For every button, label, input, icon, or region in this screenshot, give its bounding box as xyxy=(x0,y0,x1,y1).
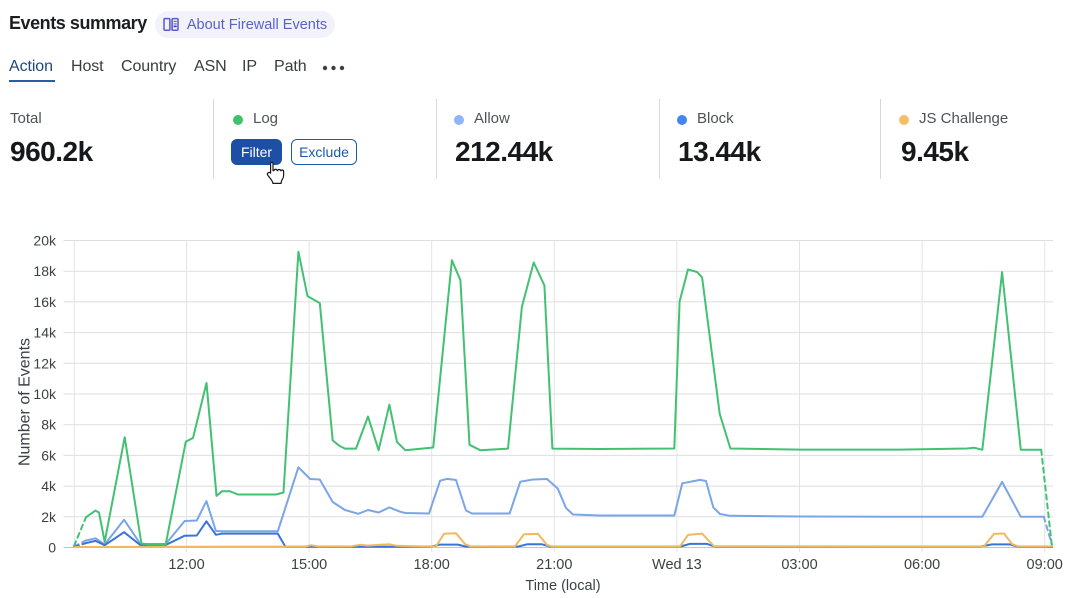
svg-text:Wed 13: Wed 13 xyxy=(652,557,702,573)
svg-text:18k: 18k xyxy=(33,263,57,279)
svg-text:12k: 12k xyxy=(33,355,57,371)
svg-text:20k: 20k xyxy=(33,233,57,249)
svg-text:8k: 8k xyxy=(41,417,57,433)
svg-text:4k: 4k xyxy=(41,478,57,494)
svg-text:15:00: 15:00 xyxy=(291,557,327,573)
svg-text:14k: 14k xyxy=(33,325,57,341)
svg-text:03:00: 03:00 xyxy=(781,557,817,573)
svg-text:12:00: 12:00 xyxy=(168,557,204,573)
svg-text:10k: 10k xyxy=(33,386,57,402)
svg-text:06:00: 06:00 xyxy=(904,557,940,573)
svg-text:Time (local): Time (local) xyxy=(525,578,600,594)
svg-text:0: 0 xyxy=(48,540,56,556)
svg-text:18:00: 18:00 xyxy=(414,557,450,573)
svg-text:6k: 6k xyxy=(41,447,57,463)
svg-text:09:00: 09:00 xyxy=(1027,557,1063,573)
svg-text:2k: 2k xyxy=(41,509,57,525)
svg-text:Number of Events: Number of Events xyxy=(17,338,34,466)
svg-text:16k: 16k xyxy=(33,294,57,310)
svg-text:21:00: 21:00 xyxy=(536,557,572,573)
